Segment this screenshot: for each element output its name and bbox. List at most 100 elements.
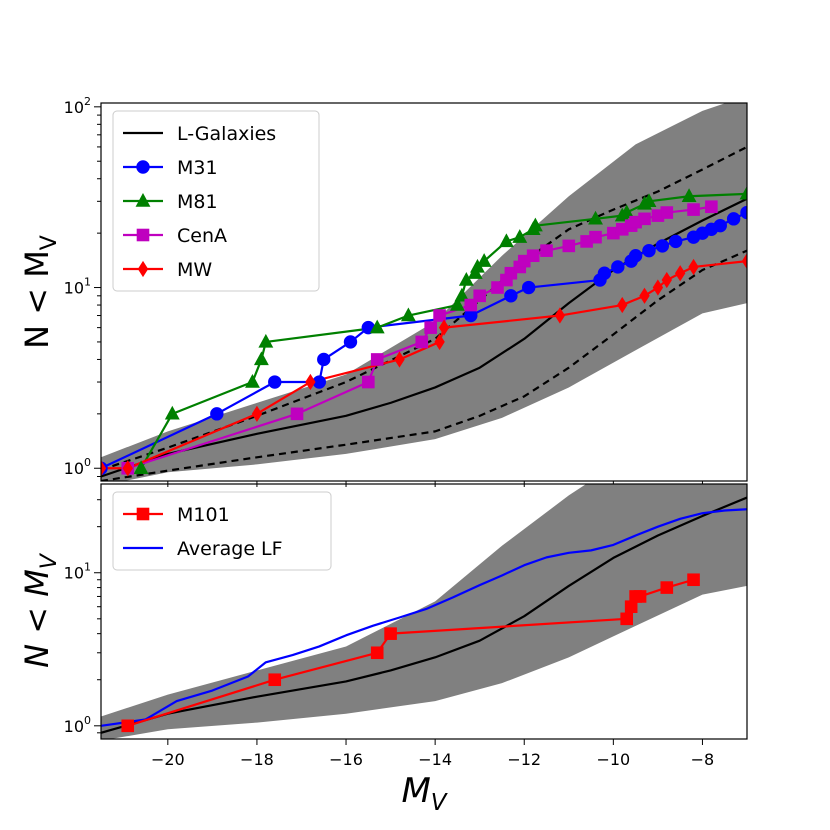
y-tick-label: 100	[64, 714, 91, 736]
x-tick-label: −20	[151, 750, 185, 769]
y-tick-exp: 1	[84, 561, 91, 574]
m81-point	[619, 204, 635, 219]
cena-point	[687, 203, 700, 216]
y-tick-exp: 0	[84, 456, 91, 469]
m101-point	[370, 646, 384, 660]
legend-label-m31: M31	[177, 157, 218, 179]
average-lf-line	[101, 508, 747, 727]
m81-point	[588, 210, 603, 225]
legend-label-mw: MW	[177, 259, 212, 281]
m101-point	[687, 573, 700, 587]
mw-point	[652, 279, 664, 296]
mw-point	[394, 351, 405, 368]
top-legend: L-Galaxies M31 M81 CenA MW	[112, 110, 320, 292]
y-tick-label: 100	[64, 456, 91, 478]
y-tick-exp: 2	[84, 95, 91, 108]
legend-label-cena: CenA	[177, 225, 227, 247]
cena-point	[415, 335, 429, 349]
svg-text:N < MV: N < MV	[18, 235, 62, 349]
m31-point	[726, 212, 741, 226]
m31-point	[504, 289, 518, 303]
top-axes-frame	[100, 102, 748, 482]
m81-point	[369, 319, 385, 334]
m81-point	[133, 460, 149, 474]
top-y-label-main: N < M	[18, 250, 56, 349]
cena-point	[660, 206, 674, 219]
m31-point	[317, 352, 331, 367]
mw-point	[617, 296, 628, 314]
cena-point	[290, 407, 304, 421]
bottom-series-markers	[121, 573, 700, 733]
m81-point	[527, 217, 543, 232]
legend-marker-m81	[135, 192, 151, 207]
m31-point	[210, 407, 224, 421]
cena-point	[638, 212, 651, 226]
x-tick-label: −18	[240, 750, 274, 769]
mw-point	[741, 253, 747, 270]
m81-point	[253, 351, 269, 366]
mw-point	[251, 405, 263, 422]
m31-point	[521, 280, 536, 295]
m81-point	[641, 193, 657, 208]
y-tick-base: 10	[64, 564, 84, 583]
legend-label-m101: M101	[177, 504, 230, 526]
svg-text:N < MV: N < MV	[18, 552, 62, 668]
legend-marker-m101	[136, 507, 150, 521]
mw-point	[674, 265, 686, 282]
y-tick-label: 102	[64, 95, 91, 117]
m81-point	[458, 272, 474, 286]
x-label-main: M	[401, 771, 430, 811]
m101-point	[633, 590, 647, 603]
mw-point	[305, 373, 316, 391]
y-tick-base: 10	[64, 279, 84, 298]
m81-point	[454, 287, 470, 302]
y-tick-exp: 0	[84, 714, 91, 727]
m101-point	[121, 719, 135, 733]
m81-point	[476, 253, 492, 267]
m31-point	[655, 239, 670, 253]
m31-point	[611, 260, 625, 274]
cena-point	[362, 375, 375, 389]
m31-point	[628, 249, 643, 263]
m81-point	[739, 185, 747, 200]
x-tick-label: −16	[329, 750, 363, 769]
legend-marker-m31	[136, 160, 150, 174]
x-tick-label: −12	[507, 750, 541, 769]
x-label-sub: V	[431, 790, 449, 816]
m101-point	[268, 673, 282, 687]
y-tick-label: 101	[64, 561, 91, 583]
legend-box	[112, 110, 320, 292]
bottom-confidence-band	[101, 484, 747, 739]
top-y-label-sub: V	[37, 235, 62, 250]
cena-point	[370, 353, 384, 366]
x-tick-label: −10	[596, 750, 630, 769]
mw-point	[101, 460, 107, 477]
l-galaxies-line	[101, 496, 747, 734]
cena-point	[424, 321, 437, 334]
m81-point	[258, 333, 274, 348]
legend-marker-cena	[136, 228, 150, 242]
x-tick-label: −8	[691, 750, 715, 769]
top-confidence-band	[101, 103, 747, 481]
cena-point	[526, 249, 540, 263]
lower-dashed-line	[101, 249, 747, 481]
m101-point	[620, 612, 634, 626]
cena-point	[705, 200, 718, 214]
m81-point	[681, 188, 697, 202]
mw-point	[554, 307, 566, 324]
mw-point	[438, 319, 450, 336]
m81-point	[400, 307, 416, 322]
legend-label-l-galaxies: L-Galaxies	[177, 123, 276, 145]
x-axis-label: MV	[401, 771, 448, 816]
cena-point	[589, 230, 602, 244]
mw-point	[434, 333, 445, 351]
mw-point	[639, 287, 650, 304]
cena-point	[562, 239, 576, 253]
m31-point	[669, 234, 683, 249]
m81-point	[245, 373, 260, 388]
mw-point	[661, 271, 673, 289]
